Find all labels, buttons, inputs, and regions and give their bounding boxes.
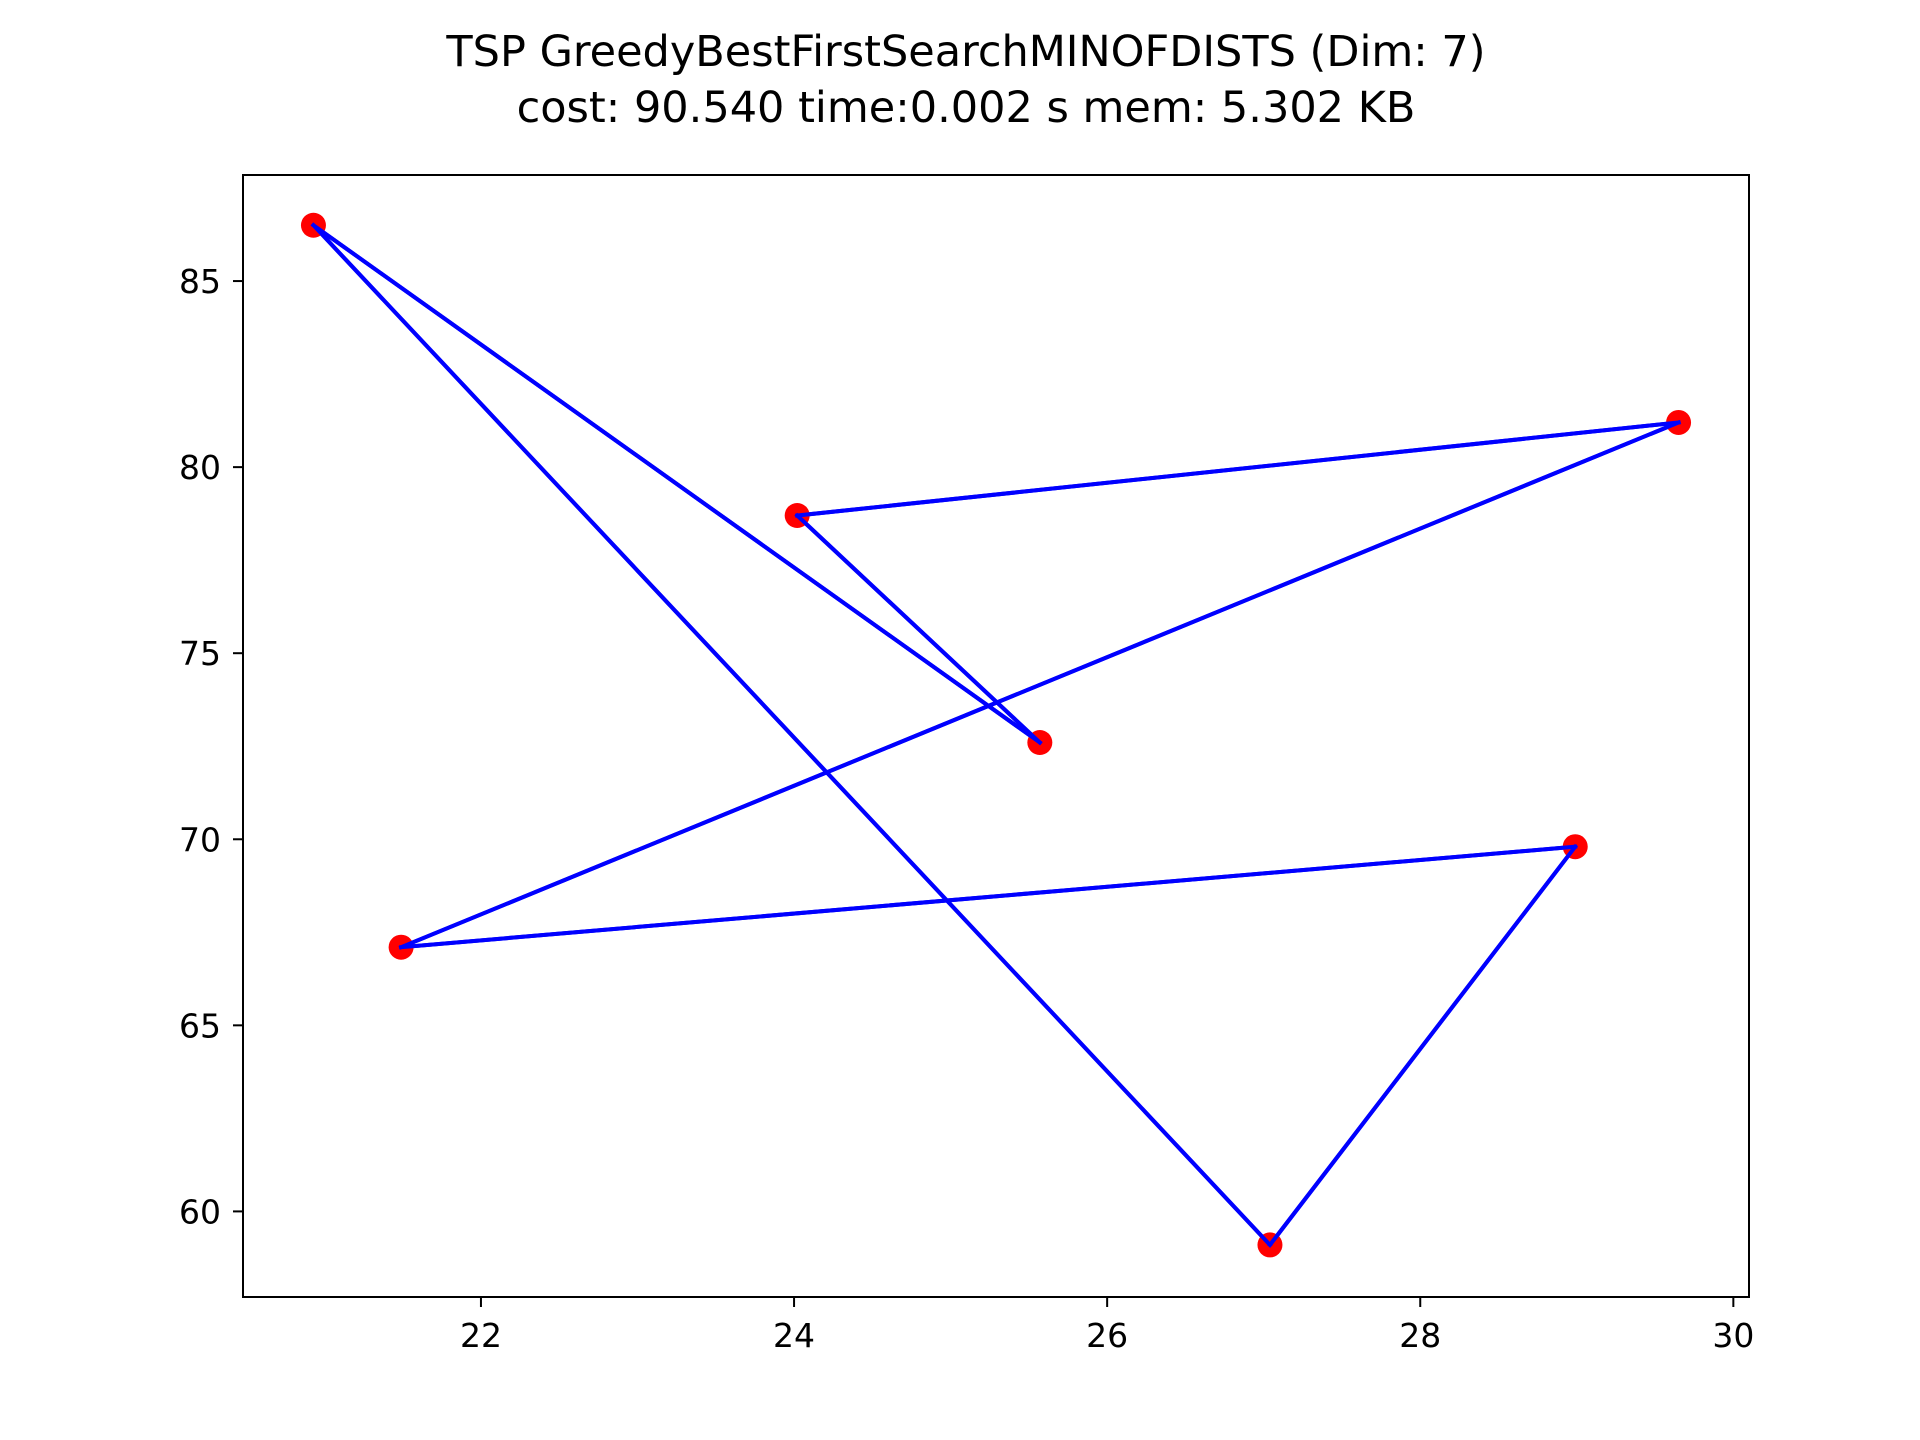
axis-layer: 22 24 26 28 30 60 65 70 75 80 85: [179, 174, 1754, 1355]
x-tick-label: 26: [1086, 1316, 1128, 1355]
tour-segment-overlay: [310, 222, 1043, 746]
y-tick-label: 75: [179, 634, 221, 673]
plot-layer: [300, 212, 1692, 1258]
tour-segment-overlay: [398, 419, 1682, 950]
x-tick-label: 28: [1399, 1316, 1441, 1355]
y-tick-label: 85: [179, 262, 221, 301]
y-tick-label: 65: [179, 1006, 221, 1045]
y-tick-label: 60: [179, 1192, 221, 1231]
chart-subtitle: cost: 90.540 time:0.002 s mem: 5.302 KB: [517, 83, 1416, 133]
tour-segment-overlay: [794, 512, 1043, 746]
tour-segment-overlay: [398, 844, 1578, 950]
x-tick-label: 24: [773, 1316, 815, 1355]
x-tick-label: 22: [460, 1316, 502, 1355]
y-tick-label: 80: [179, 448, 221, 487]
tour-segment-overlay: [310, 222, 1273, 1248]
chart-title: TSP GreedyBestFirstSearchMINOFDISTS (Dim…: [445, 27, 1485, 77]
tour-segment-overlay: [794, 420, 1681, 518]
y-tick-label: 70: [179, 820, 221, 859]
plot-frame: [242, 174, 1750, 1298]
x-tick-label: 30: [1712, 1316, 1754, 1355]
tour-segment-overlay: [1267, 843, 1579, 1248]
